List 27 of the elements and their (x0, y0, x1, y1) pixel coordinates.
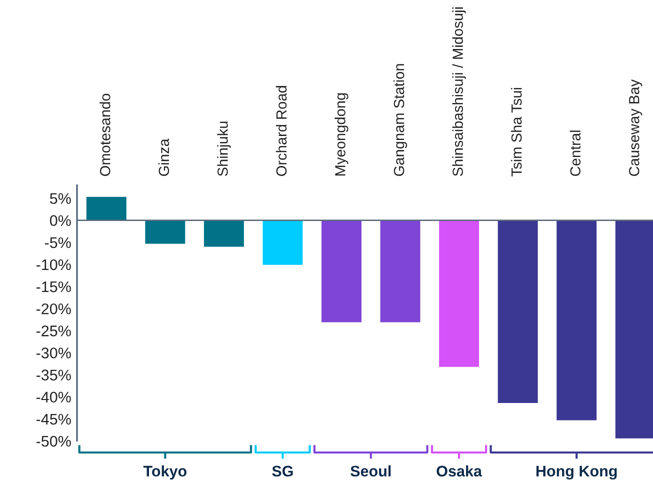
x-tick-label: Omotesando (100, 94, 110, 176)
y-tick-label: -5% (44, 237, 71, 248)
x-tick-label: Shinsaibashisuji / Midosuji (452, 7, 466, 176)
x-tick-label: Causeway Bay (628, 79, 642, 176)
y-tick-label: -35% (36, 370, 71, 380)
y-tick-label: -45% (36, 414, 71, 425)
y-tick-label: -40% (36, 392, 71, 403)
text: Osaka (436, 465, 482, 477)
y-tick-label: -10% (36, 259, 71, 270)
y-tick-label: -20% (36, 303, 71, 314)
x-tick-label: Orchard Road (276, 86, 287, 176)
y-tick-label: -15% (36, 281, 71, 292)
y-tick-label: -25% (36, 326, 71, 336)
x-tick-label: Ginza (158, 138, 170, 176)
y-tick-label: 5% (50, 193, 71, 204)
x-tick-label: Gangnam Station (393, 64, 408, 176)
text: Seoul (350, 465, 391, 477)
text: Tokyo (143, 465, 186, 480)
y-tick-label: -50% (36, 436, 71, 447)
y-tick-label: 0% (50, 215, 71, 226)
y-tick-label: -30% (36, 348, 71, 358)
x-tick-label: Tsim Sha Tsui (511, 88, 522, 176)
x-tick-label: Myeongdong (334, 93, 348, 176)
x-tick-label: Shinjuku (217, 122, 231, 176)
x-tick-label: Central (570, 130, 581, 176)
text: Hong Kong (536, 466, 617, 480)
text: SG (272, 466, 293, 477)
